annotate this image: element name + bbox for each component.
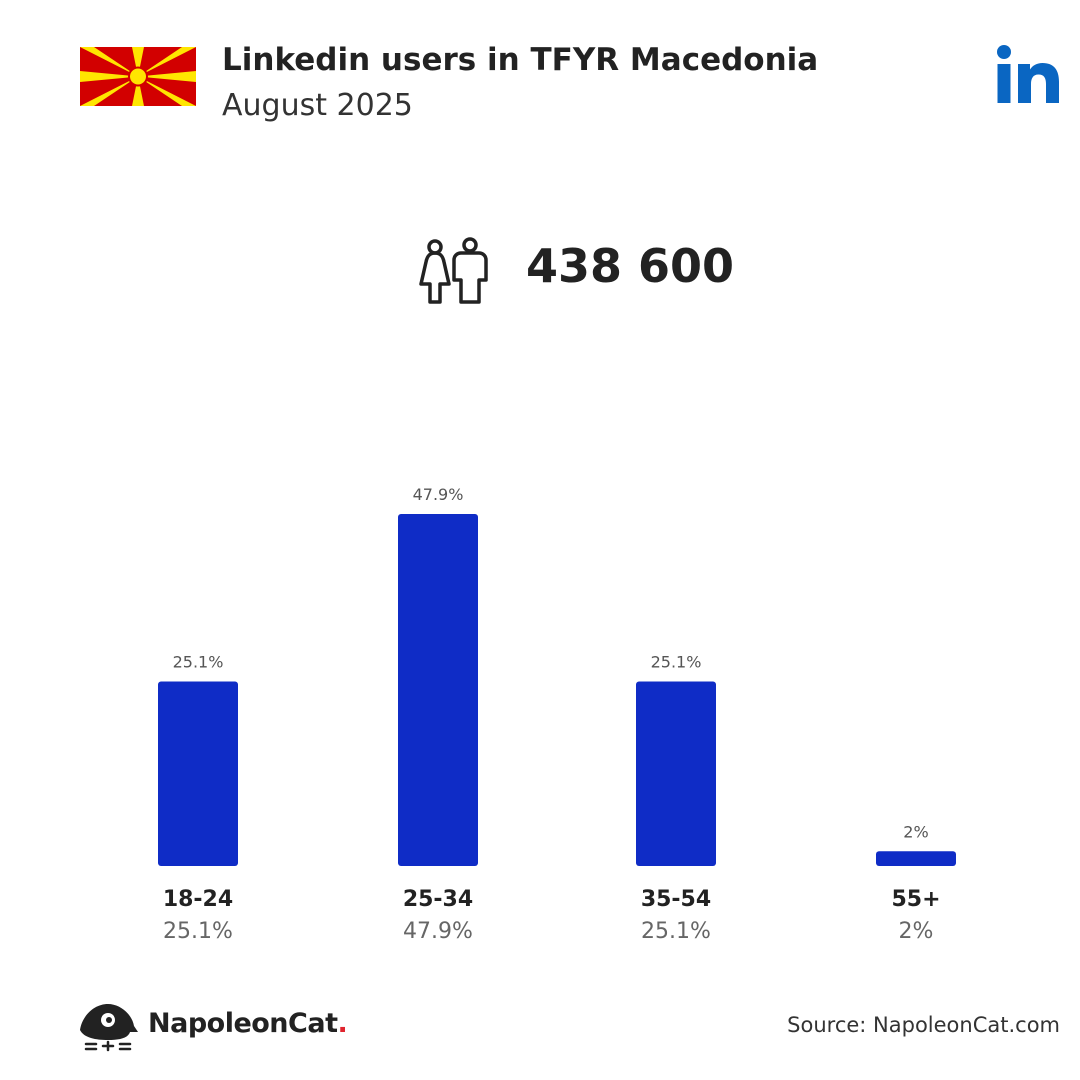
bar-value-label: 47.9% bbox=[413, 485, 464, 504]
category-percent: 25.1% bbox=[163, 919, 233, 944]
age-bar-chart: 25.1% 18-24 25.1% 47.9% 25-34 47.9% 25.1% 35-54… bbox=[158, 485, 956, 944]
category-label: 55+ bbox=[891, 887, 940, 912]
bar-55+ bbox=[876, 851, 956, 866]
category-percent: 25.1% bbox=[641, 919, 711, 944]
category-percent: 47.9% bbox=[403, 919, 473, 944]
category-label: 35-54 bbox=[641, 887, 711, 912]
bar-value-label: 2% bbox=[903, 822, 928, 841]
napoleoncat-logo-icon bbox=[80, 1004, 138, 1052]
source-text: Source: NapoleonCat.com bbox=[787, 1013, 1060, 1037]
category-percent: 2% bbox=[899, 919, 934, 944]
page-subtitle: August 2025 bbox=[222, 88, 413, 123]
bar-value-label: 25.1% bbox=[651, 653, 702, 672]
page-title: Linkedin users in TFYR Macedonia bbox=[222, 42, 819, 78]
category-label: 18-24 bbox=[163, 887, 233, 912]
bar-value-label: 25.1% bbox=[173, 653, 224, 672]
bar-25-34 bbox=[398, 514, 478, 866]
bar-18-24 bbox=[158, 681, 238, 866]
bar-35-54 bbox=[636, 681, 716, 866]
users-icon bbox=[419, 237, 488, 304]
total-users-value: 438 600 bbox=[526, 239, 735, 293]
category-label: 25-34 bbox=[403, 887, 473, 912]
brand-name: NapoleonCat. bbox=[148, 1008, 348, 1039]
brand-dot: . bbox=[337, 1008, 348, 1039]
macedonia-flag-icon bbox=[80, 47, 196, 106]
linkedin-logo-icon bbox=[997, 45, 1059, 103]
